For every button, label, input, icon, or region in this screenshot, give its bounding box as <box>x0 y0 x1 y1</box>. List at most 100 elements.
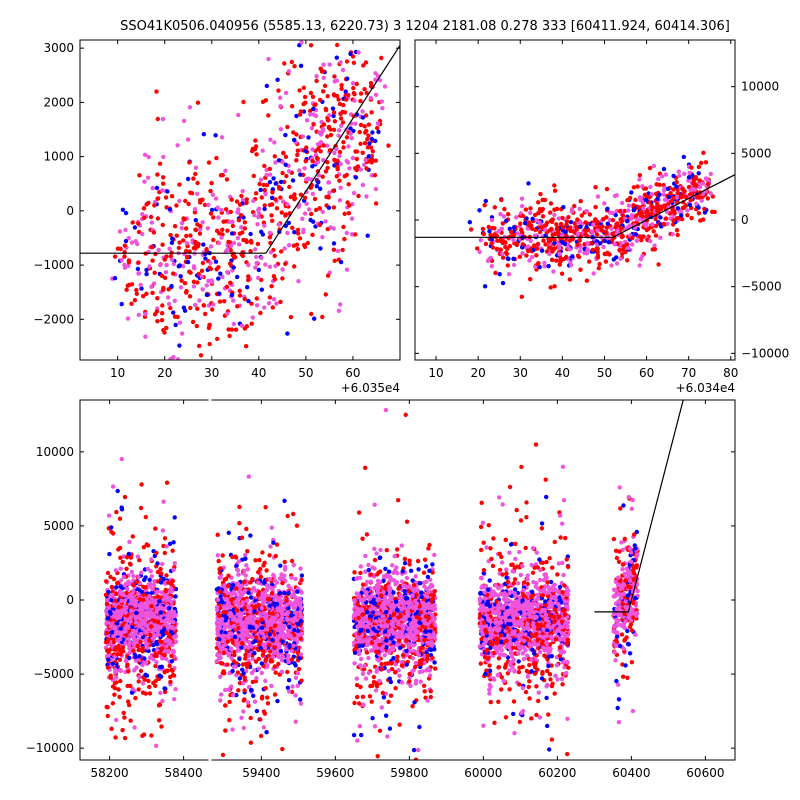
top-left-point-396 <box>195 191 200 196</box>
top-left-point-903 <box>347 203 352 208</box>
top-right-point-619 <box>626 245 631 251</box>
top-left-point-611 <box>288 194 294 200</box>
top-right-point-268 <box>543 242 548 247</box>
bottom-point-2679 <box>276 661 281 667</box>
top-left-point-809 <box>310 159 315 164</box>
top-left-point-388 <box>193 242 198 247</box>
top-left-point-1001 <box>365 233 370 238</box>
bottom-point-1775 <box>279 658 285 663</box>
bottom-point-1136 <box>140 635 146 640</box>
bottom-point-2794 <box>292 627 297 633</box>
bottom-point-545 <box>169 659 174 664</box>
top-left-point-877 <box>353 121 358 126</box>
top-left-point-1043 <box>366 154 371 159</box>
top-left-point-156 <box>184 233 189 239</box>
bottom-point-1271 <box>105 616 111 621</box>
top-left-point-757 <box>316 173 322 178</box>
bottom-point-2790 <box>252 651 257 656</box>
top-left-point-471 <box>248 249 253 254</box>
top-right-point-438 <box>590 247 595 253</box>
bottom-point-1961 <box>299 573 305 578</box>
top-right-point-567 <box>614 208 619 214</box>
top-left-point-450 <box>255 222 260 227</box>
top-left-point-436 <box>231 265 236 270</box>
top-right-point-211 <box>519 203 525 209</box>
top-left-point-596 <box>290 225 295 230</box>
top-left-point-448 <box>229 292 235 298</box>
bottom-point-2886 <box>289 593 294 598</box>
top-left-point-434 <box>241 99 246 105</box>
bottom-point-642 <box>140 662 145 668</box>
top-left-point-435 <box>242 220 248 225</box>
bottom-point-1734 <box>236 688 241 693</box>
bottom-point-2742 <box>289 613 294 618</box>
top-right-point-226 <box>579 213 584 218</box>
bottom-point-1208 <box>134 579 139 585</box>
bottom-point-2530 <box>251 693 256 698</box>
bottom-point-2052 <box>245 549 250 554</box>
top-right-point-339 <box>535 241 541 247</box>
top-right-point-357 <box>577 238 582 243</box>
top-left-point-612 <box>280 267 285 272</box>
top-left-point-418 <box>229 327 235 332</box>
bottom-point-2811 <box>265 597 271 602</box>
bottom-point-125 <box>124 566 129 571</box>
top-left-point-828 <box>328 132 334 138</box>
top-left-point-852 <box>318 140 324 145</box>
top-left-point-79 <box>145 175 151 180</box>
top-left-point-520 <box>237 288 242 293</box>
top-right-point-521 <box>600 224 605 229</box>
bottom-point-1443 <box>245 567 251 572</box>
top-right-point-317 <box>533 227 538 233</box>
top-left-xtick-label: 10 <box>110 366 125 380</box>
top-right-point-129 <box>534 253 539 258</box>
top-left-point-20 <box>122 262 127 268</box>
bottom-point-586 <box>109 584 115 590</box>
top-left-point-83 <box>155 116 160 122</box>
top-left-point-147 <box>161 175 166 180</box>
top-left-point-1040 <box>380 106 385 111</box>
top-left-point-182 <box>165 189 170 194</box>
top-right-point-451 <box>583 232 588 237</box>
top-left-point-950 <box>346 93 351 98</box>
top-left-point-685 <box>278 104 283 109</box>
top-right-point-74 <box>490 225 495 231</box>
top-right-point-276 <box>542 260 547 266</box>
bottom-point-2357 <box>263 505 268 510</box>
top-right-point-766 <box>663 216 669 221</box>
top-left-point-655 <box>331 241 337 246</box>
top-right-point-165 <box>520 230 525 235</box>
top-right-point-599 <box>652 243 657 248</box>
top-right-point-315 <box>539 248 545 253</box>
top-left-point-952 <box>340 120 346 125</box>
top-left-point-871 <box>335 42 340 48</box>
top-left-point-671 <box>281 150 286 156</box>
top-left-point-158 <box>204 283 209 288</box>
top-left-point-755 <box>337 101 343 107</box>
top-right-point-418 <box>593 204 598 210</box>
bottom-point-2613 <box>239 641 245 646</box>
top-left-point-571 <box>256 214 261 220</box>
bottom-point-2854 <box>259 625 265 630</box>
top-left-point-829 <box>321 89 326 94</box>
top-left-point-781 <box>323 106 328 112</box>
top-right-point-920 <box>708 171 713 177</box>
top-right-xtick-label: 70 <box>681 366 696 380</box>
top-right-point-77 <box>490 245 496 250</box>
top-left-point-288 <box>230 223 236 229</box>
bottom-point-2712 <box>260 652 266 658</box>
top-right-point-701 <box>637 195 643 200</box>
top-right-point-910 <box>697 184 703 190</box>
top-left-point-656 <box>302 94 308 100</box>
top-right-point-833 <box>671 218 676 223</box>
top-left-point-380 <box>216 291 222 296</box>
bottom-point-1593 <box>261 563 266 568</box>
top-right-point-540 <box>610 218 616 223</box>
top-right-point-577 <box>605 206 610 211</box>
top-right-point-133 <box>523 221 528 226</box>
top-left-point-1005 <box>368 95 373 101</box>
top-right-point-274 <box>578 199 583 204</box>
top-right-point-691 <box>656 262 661 267</box>
top-right-point-170 <box>540 214 546 219</box>
bottom-point-2795 <box>292 610 298 615</box>
